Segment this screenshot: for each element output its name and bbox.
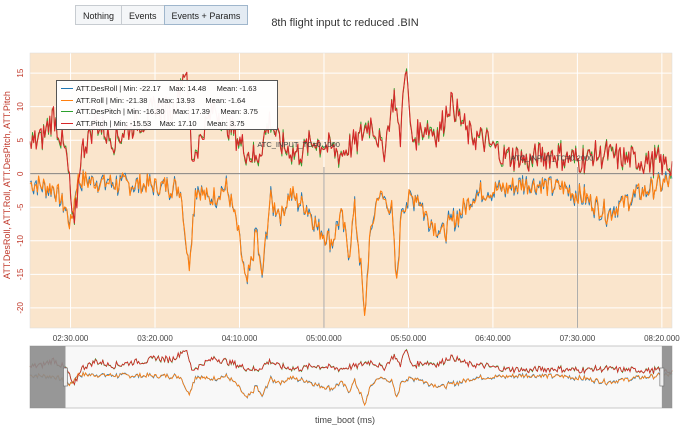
range-handle-right[interactable] — [659, 367, 665, 387]
param-annotation: ATC_INPUT_TC=0.2000 — [511, 153, 594, 162]
legend-item-despitch[interactable]: ATT.DesPitch | Min: -16.30 Max: 17.39 Me… — [61, 106, 277, 118]
plot-border — [29, 52, 673, 329]
event-toggle-group: Nothing Events Events + Params — [75, 5, 249, 25]
legend-swatch-roll — [61, 99, 73, 101]
legend-label-roll: ATT.Roll | Min: -21.38 Max: 13.93 Mean: … — [76, 95, 246, 105]
x-tick-label: 06:40.000 — [475, 334, 511, 343]
legend-item-desroll[interactable]: ATT.DesRoll | Min: -22.17 Max: 14.48 Mea… — [61, 83, 277, 95]
x-tick-label: 07:30.000 — [560, 334, 596, 343]
y-tick-label: -5 — [16, 203, 25, 211]
y-tick-label: -20 — [16, 302, 25, 314]
y-tick-label: 5 — [16, 137, 25, 142]
legend-label-desroll: ATT.DesRoll | Min: -22.17 Max: 14.48 Mea… — [76, 84, 257, 94]
x-tick-label: 02:30.000 — [53, 334, 89, 343]
x-tick-label: 08:20.000 — [644, 334, 680, 343]
legend-swatch-desroll — [61, 88, 73, 90]
legend-label-despitch: ATT.DesPitch | Min: -16.30 Max: 17.39 Me… — [76, 107, 258, 117]
range-handle-left[interactable] — [63, 367, 68, 387]
legend-swatch-despitch — [61, 111, 73, 113]
legend-swatch-pitch — [61, 122, 73, 124]
legend: ATT.DesRoll | Min: -22.17 Max: 14.48 Mea… — [56, 80, 278, 130]
legend-item-pitch[interactable]: ATT.Pitch | Min: -15.53 Max: 17.10 Mean:… — [61, 118, 277, 130]
chart-title: 8th flight input tc reduced .BIN — [271, 17, 419, 29]
range-line-pitch — [29, 349, 673, 386]
range-mask-right — [661, 346, 672, 408]
y-tick-label: -15 — [16, 268, 25, 280]
y-tick-label: 15 — [16, 68, 25, 77]
events-params-button[interactable]: Events + Params — [163, 5, 249, 25]
series-line-roll — [29, 170, 673, 316]
y-tick-label: 0 — [16, 171, 25, 176]
legend-item-roll[interactable]: ATT.Roll | Min: -21.38 Max: 13.93 Mean: … — [61, 95, 277, 107]
y-tick-label: 10 — [16, 102, 25, 111]
x-tick-label: 05:50.000 — [391, 334, 427, 343]
range-slider-track — [29, 345, 673, 409]
x-tick-label: 03:20.000 — [137, 334, 173, 343]
x-tick-label: 05:00.000 — [306, 334, 342, 343]
x-tick-label: 04:10.000 — [222, 334, 258, 343]
param-annotation: ATC_INPUT_TC=0.1000 — [257, 140, 340, 149]
y-axis-title: ATT.DesRoll, ATT.Roll, ATT.DesPitch, ATT… — [2, 91, 12, 279]
x-axis-title: time_boot (ms) — [314, 415, 376, 425]
range-line-roll — [29, 371, 672, 407]
legend-label-pitch: ATT.Pitch | Min: -15.53 Max: 17.10 Mean:… — [76, 118, 245, 128]
range-mask-left — [30, 346, 66, 408]
y-tick-label: -10 — [16, 234, 25, 246]
